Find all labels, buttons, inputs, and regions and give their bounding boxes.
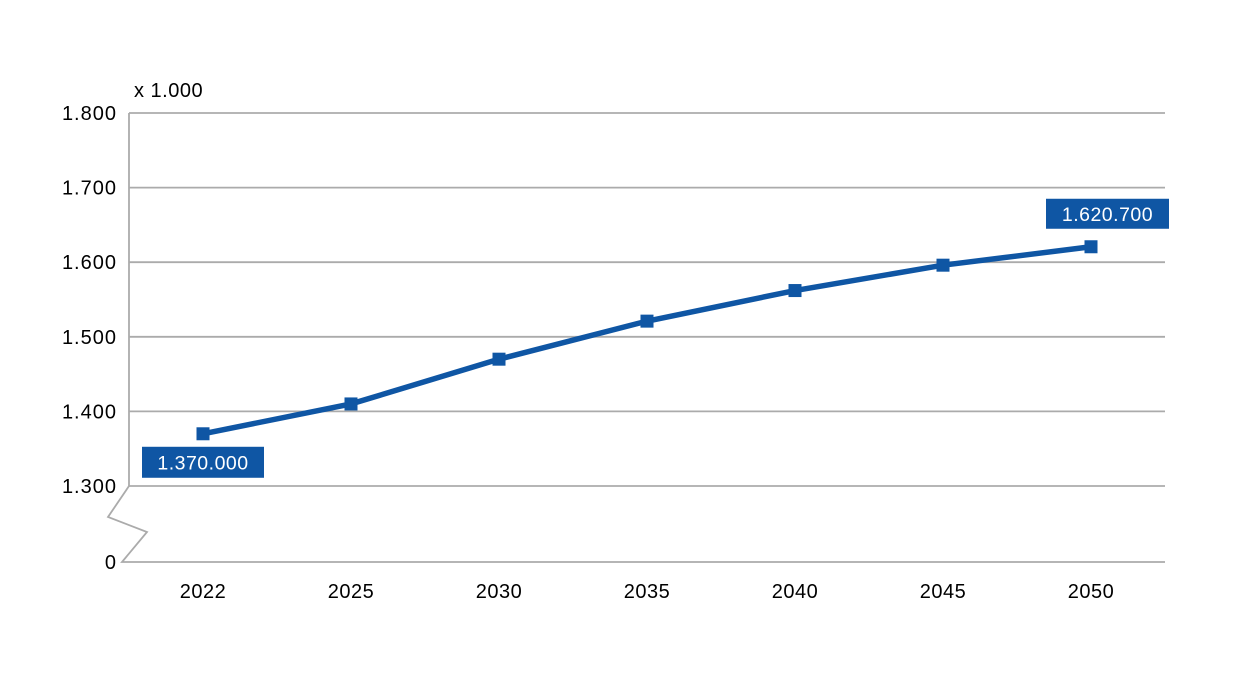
x-tick-label: 2030 (476, 581, 523, 603)
data-point-marker (196, 427, 210, 441)
x-tick-label: 2045 (920, 581, 967, 603)
x-tick-label: 2022 (180, 581, 227, 603)
y-tick-label: 1.300 (62, 476, 117, 498)
y-axis-unit-label: x 1.000 (134, 80, 203, 102)
axis-break-and-x-axis-line (106, 485, 1165, 563)
data-label-6: 1.620.700 (1046, 198, 1169, 229)
data-label-box (142, 446, 264, 478)
y-tick-label-zero: 0 (105, 552, 117, 574)
data-point-marker (344, 397, 358, 411)
data-point-marker (640, 314, 654, 328)
data-point-marker (788, 284, 802, 298)
data-point-marker (1084, 240, 1098, 254)
x-tick-label: 2025 (328, 581, 375, 603)
x-tick-label: 2050 (1068, 581, 1115, 603)
x-tick-label: 2035 (624, 581, 671, 603)
data-label-text: 1.620.700 (1062, 204, 1153, 226)
data-point-marker (936, 258, 950, 272)
y-tick-label: 1.700 (62, 178, 117, 200)
data-label-text: 1.370.000 (157, 452, 248, 474)
data-label-0: 1.370.000 (142, 446, 264, 478)
x-axis-tick-labels: 2022 2025 2030 2035 2040 2045 2050 (180, 581, 1115, 603)
data-point-marker (492, 352, 506, 366)
y-tick-label: 1.400 (62, 401, 117, 423)
y-tick-label: 1.500 (62, 327, 117, 349)
y-tick-label: 1.600 (62, 252, 117, 274)
data-label-box (1046, 198, 1169, 229)
series-markers (196, 240, 1098, 441)
x-tick-label: 2040 (772, 581, 819, 603)
y-tick-label: 1.800 (62, 103, 117, 125)
y-axis-tick-labels: 1.300 1.400 1.500 1.600 1.700 1.800 0 (62, 103, 117, 574)
